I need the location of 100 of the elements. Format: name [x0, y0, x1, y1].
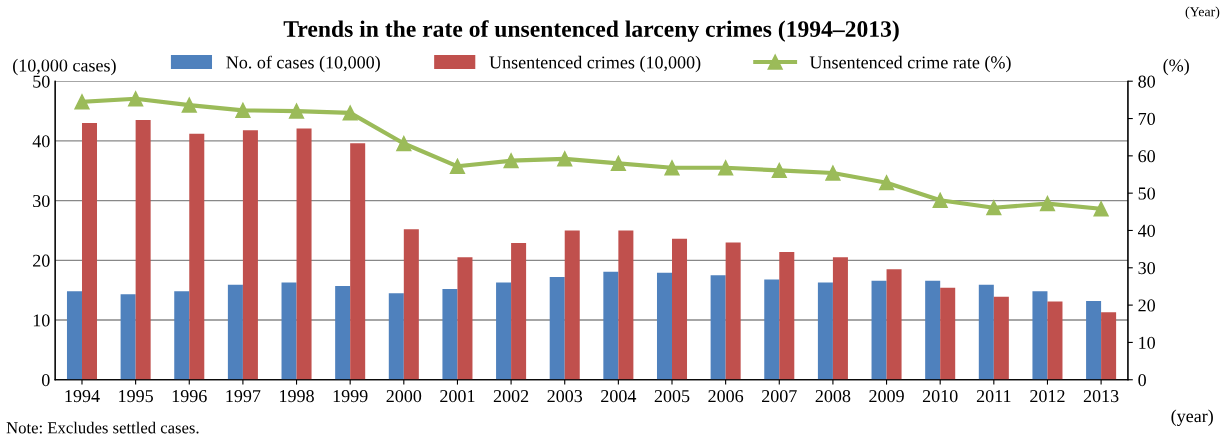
x-tick-label: 1999: [333, 390, 368, 403]
bar: [1032, 291, 1048, 380]
x-tick-label: 2006: [708, 389, 744, 403]
y2-tick-label: 80: [1138, 75, 1156, 88]
y-tick-label: 0: [41, 373, 50, 387]
x-tick-label: 2011: [976, 389, 1011, 403]
y-tick-label: 40: [32, 135, 50, 148]
x-tick-label: 2004: [601, 389, 637, 403]
x-tick-label: 2012: [1030, 389, 1065, 403]
x-tick-label: 1997: [226, 390, 261, 403]
bar: [564, 230, 580, 380]
bar: [227, 284, 243, 380]
bar: [457, 257, 473, 380]
point: [503, 153, 519, 169]
y2-axis-title: (%): [1163, 58, 1189, 76]
legend-label: Unsentenced crimes (10,000): [489, 55, 701, 73]
bar: [496, 282, 512, 380]
point: [181, 97, 197, 113]
bar: [764, 279, 780, 380]
bar: [871, 280, 887, 380]
bar: [725, 242, 741, 380]
point: [449, 158, 466, 174]
x-tick-label: 1995: [119, 390, 153, 403]
x-tick-label: 2008: [815, 389, 851, 403]
x-tick-label: 2009: [869, 389, 904, 403]
bar: [618, 230, 634, 380]
point: [825, 165, 841, 181]
point: [610, 155, 627, 171]
x-tick-label: 2010: [922, 389, 958, 403]
y2-tick-label: 50: [1138, 187, 1156, 200]
x-tick-label: 1998: [280, 389, 314, 403]
bar: [350, 143, 366, 380]
x-tick-label: 2007: [762, 389, 797, 403]
y2-tick-label: 40: [1137, 224, 1156, 237]
x-axis-title: (year): [1171, 409, 1213, 427]
point: [127, 91, 144, 107]
y2-tick-label: 30: [1138, 262, 1156, 275]
bar: [1086, 300, 1102, 380]
y2-tick-label: 0: [1138, 373, 1146, 387]
x-tick-label: 1994: [65, 390, 100, 403]
bar: [940, 287, 956, 380]
point: [342, 105, 358, 121]
bar: [672, 238, 688, 380]
y-tick-label: 30: [33, 194, 50, 208]
bar: [281, 282, 297, 380]
bar: [120, 294, 136, 380]
x-tick-label: 2005: [654, 389, 690, 403]
point: [664, 160, 680, 176]
bar: [81, 123, 98, 380]
bar: [403, 229, 419, 380]
point: [557, 151, 573, 167]
point: [396, 135, 412, 152]
bar: [549, 277, 565, 380]
y-tick-label: 10: [33, 314, 50, 327]
bar: [832, 257, 848, 380]
x-tick-label: 2002: [493, 389, 529, 403]
bar: [656, 272, 672, 380]
bar: [242, 130, 258, 380]
bar: [710, 275, 726, 380]
bar: [993, 296, 1009, 380]
bar: [174, 291, 190, 380]
legend-label: Unsentenced crime rate (%): [809, 55, 1011, 73]
y2-tick-label: 20: [1138, 299, 1156, 312]
point: [74, 94, 90, 110]
y-tick-label: 20: [33, 254, 50, 267]
point: [932, 192, 948, 208]
y-axis-title: (10,000 cases): [13, 58, 116, 76]
bar: [442, 288, 458, 380]
y-tick-label: 50: [33, 75, 50, 88]
bar: [135, 120, 151, 380]
text: Note: Excludes settled cases.: [6, 421, 199, 434]
point: [235, 102, 251, 118]
bar: [886, 269, 902, 380]
x-tick-label: 2013: [1083, 389, 1119, 403]
bar: [511, 243, 527, 380]
y2-tick-label: 60: [1138, 150, 1156, 163]
bar: [1101, 312, 1117, 380]
bar: [978, 284, 994, 380]
chart-title: Trends in the rate of unsentenced larceny crimes (1994–2013): [283, 20, 899, 42]
bar: [189, 133, 205, 380]
x-tick-label: 2000: [386, 389, 422, 403]
bar: [817, 282, 833, 380]
bar: [66, 291, 82, 380]
bar: [603, 271, 619, 380]
bar: [296, 128, 312, 380]
point: [1039, 195, 1056, 212]
legend-label: No. of cases (10,000): [226, 55, 380, 73]
x-tick-label: 2003: [547, 389, 583, 403]
x-tick-label: 1996: [172, 390, 207, 403]
text: (Year): [1185, 6, 1220, 20]
bar: [1047, 301, 1063, 380]
bar: [779, 251, 795, 380]
bar: [335, 286, 351, 380]
x-tick-label: 2001: [440, 389, 475, 403]
y2-tick-label: 10: [1139, 336, 1156, 349]
point: [878, 175, 895, 191]
point: [771, 162, 787, 179]
bar: [388, 293, 404, 380]
point: [986, 200, 1002, 216]
y2-tick-label: 70: [1138, 112, 1156, 125]
